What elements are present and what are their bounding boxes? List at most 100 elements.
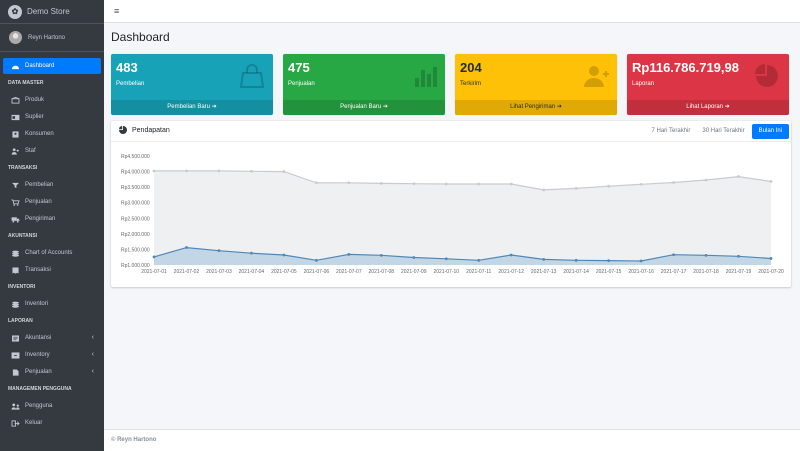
x-tick-label: 2021-07-17 — [661, 269, 687, 275]
series-0-point — [574, 186, 578, 190]
series-1-point — [769, 257, 773, 260]
menu-toggle-icon[interactable]: ≡ — [114, 6, 120, 16]
y-tick-label: Rp3.500.000 — [121, 185, 150, 191]
logout-icon — [11, 419, 20, 427]
stat-value: Rp116.786.719,98 — [632, 60, 739, 75]
series-1-point — [152, 255, 156, 259]
tab-period-1[interactable]: 30 Hari Terakhir — [702, 128, 745, 134]
main-footer: © Reyn Hartono — [104, 429, 800, 451]
arrow-circle-right-icon: ➔ — [211, 104, 217, 110]
stat-box-laporan: Rp116.786.719,98 Laporan Lihat Laporan ➔ — [627, 54, 789, 115]
stat-box-link[interactable]: Lihat Laporan ➔ — [627, 100, 789, 115]
series-1-point — [477, 258, 481, 262]
y-tick-label: Rp4.000.000 — [121, 170, 150, 176]
sidebar-item-produk[interactable]: Produk — [3, 92, 101, 108]
stat-value: 204 — [460, 60, 482, 75]
receipt-icon — [12, 266, 19, 274]
sidebar-item-pengguna[interactable]: Pengguna — [3, 398, 101, 414]
sidebar-item-logout[interactable]: Keluar — [3, 415, 101, 431]
chevron-left-icon[interactable]: ‹ — [91, 334, 94, 341]
series-1-point — [704, 253, 708, 257]
arrow-circle-right-icon: ➔ — [556, 104, 562, 110]
sidebar-item-pembelian[interactable]: Pembelian — [3, 177, 101, 193]
series-1-point — [379, 253, 383, 257]
series-0-point — [509, 182, 513, 186]
series-0-point — [737, 175, 740, 178]
user-plus-icon — [584, 66, 609, 87]
sidebar-item-transaksi[interactable]: Transaksi — [3, 262, 101, 278]
stat-label: Terkirim — [460, 81, 481, 87]
y-tick-label: Rp2.500.000 — [121, 216, 150, 222]
coins-icon — [12, 301, 19, 308]
sidebar-item-suplier[interactable]: Suplier — [3, 109, 101, 125]
x-tick-label: 2021-07-07 — [336, 269, 362, 275]
series-1-point — [282, 253, 286, 257]
sidebar-item-inventory[interactable]: Inventory ‹ — [3, 347, 101, 363]
sidebar-item-label: Keluar — [25, 420, 43, 426]
sidebar-item-penjualan[interactable]: Penjualan ‹ — [3, 364, 101, 380]
sidebar-item-label: Pengiriman — [25, 216, 56, 222]
y-tick-label: Rp2.000.000 — [121, 232, 150, 238]
x-tick-label: 2021-07-03 — [206, 269, 232, 275]
sidebar-item-chart-of-accounts[interactable]: Chart of Accounts — [3, 245, 101, 261]
sidebar-item-dashboard[interactable]: Dashboard — [3, 58, 101, 74]
sidebar-item-label: Suplier — [25, 114, 44, 120]
series-1-point — [509, 253, 513, 257]
x-tick-label: 2021-07-08 — [369, 269, 395, 275]
series-0-point — [444, 182, 448, 186]
stat-box-link[interactable]: Lihat Pengiriman ➔ — [455, 100, 617, 115]
file-icon — [12, 368, 19, 376]
chevron-left-icon[interactable]: ‹ — [91, 351, 94, 358]
stat-box-pembelian: 483 Pembelian Pembelian Baru ➔ — [111, 54, 273, 115]
box-icon — [11, 96, 20, 104]
stat-box-link[interactable]: Penjualan Baru ➔ — [283, 100, 445, 115]
sidebar-item-label: Konsumen — [25, 131, 54, 137]
series-0-point — [217, 169, 221, 173]
stat-label: Laporan — [632, 81, 655, 87]
user-panel[interactable]: Reyn Hartono — [0, 24, 104, 52]
users-cog-icon — [11, 403, 20, 410]
user-name: Reyn Hartono — [28, 34, 66, 41]
id-card-icon — [11, 114, 20, 120]
series-0-line — [154, 170, 772, 191]
sidebar-item-label: Pengguna — [25, 403, 53, 409]
sidebar-item-inventori[interactable]: Inventori — [3, 296, 101, 312]
series-1-point — [607, 259, 611, 263]
page-title: Dashboard — [111, 30, 170, 44]
pie-chart-icon — [755, 64, 778, 87]
x-tick-label: 2021-07-14 — [563, 269, 589, 275]
bar-chart-icon — [415, 67, 437, 87]
x-tick-label: 2021-07-02 — [174, 269, 200, 275]
sidebar-item-konsumen[interactable]: Konsumen — [3, 126, 101, 142]
chart-pie-icon — [119, 126, 127, 134]
brand-link[interactable]: ✿ Demo Store — [0, 0, 104, 24]
inventory-icon — [11, 351, 20, 359]
stat-box-terkirim: 204 Terkirim Lihat Pengiriman ➔ — [455, 54, 617, 115]
series-1-line — [153, 246, 772, 262]
sidebar-item-pengiriman[interactable]: Pengiriman — [3, 211, 101, 227]
sidebar-item-label: Staf — [25, 148, 36, 154]
stat-link-text: Pembelian Baru — [167, 104, 210, 110]
sidebar: ✿ Demo Store Reyn Hartono Dashboard DATA… — [0, 0, 104, 451]
series-1-point — [574, 258, 578, 262]
series-0-point — [152, 169, 156, 173]
series-1-point — [412, 256, 416, 259]
revenue-chart: Rp1.000.000 Rp1.500.000 Rp2.000.000 Rp2.500… — [121, 154, 784, 275]
series-1-point — [444, 257, 448, 261]
sidebar-item-penjualan[interactable]: Penjualan — [3, 194, 101, 210]
sidebar-item-label: Penjualan — [25, 369, 52, 375]
brand-name: Demo Store — [27, 7, 70, 16]
stat-box-link[interactable]: Pembelian Baru ➔ — [111, 100, 273, 115]
report-icon — [12, 334, 19, 342]
x-tick-label: 2021-07-09 — [401, 269, 427, 275]
sidebar-item-staf[interactable]: Staf — [3, 143, 101, 159]
tab-period-2[interactable]: Bulan Ini — [751, 124, 789, 139]
tab-period-0[interactable]: 7 Hari Terakhir — [651, 128, 691, 134]
series-0-point — [379, 182, 383, 185]
sidebar-item-akuntansi[interactable]: Akuntansi ‹ — [3, 330, 101, 346]
chevron-left-icon[interactable]: ‹ — [91, 368, 94, 375]
sidebar-section-header: MANAGEMEN PENGGUNA — [8, 386, 72, 392]
avatar — [9, 31, 22, 44]
series-0-point — [639, 182, 643, 186]
shopping-bag-icon — [239, 64, 265, 88]
